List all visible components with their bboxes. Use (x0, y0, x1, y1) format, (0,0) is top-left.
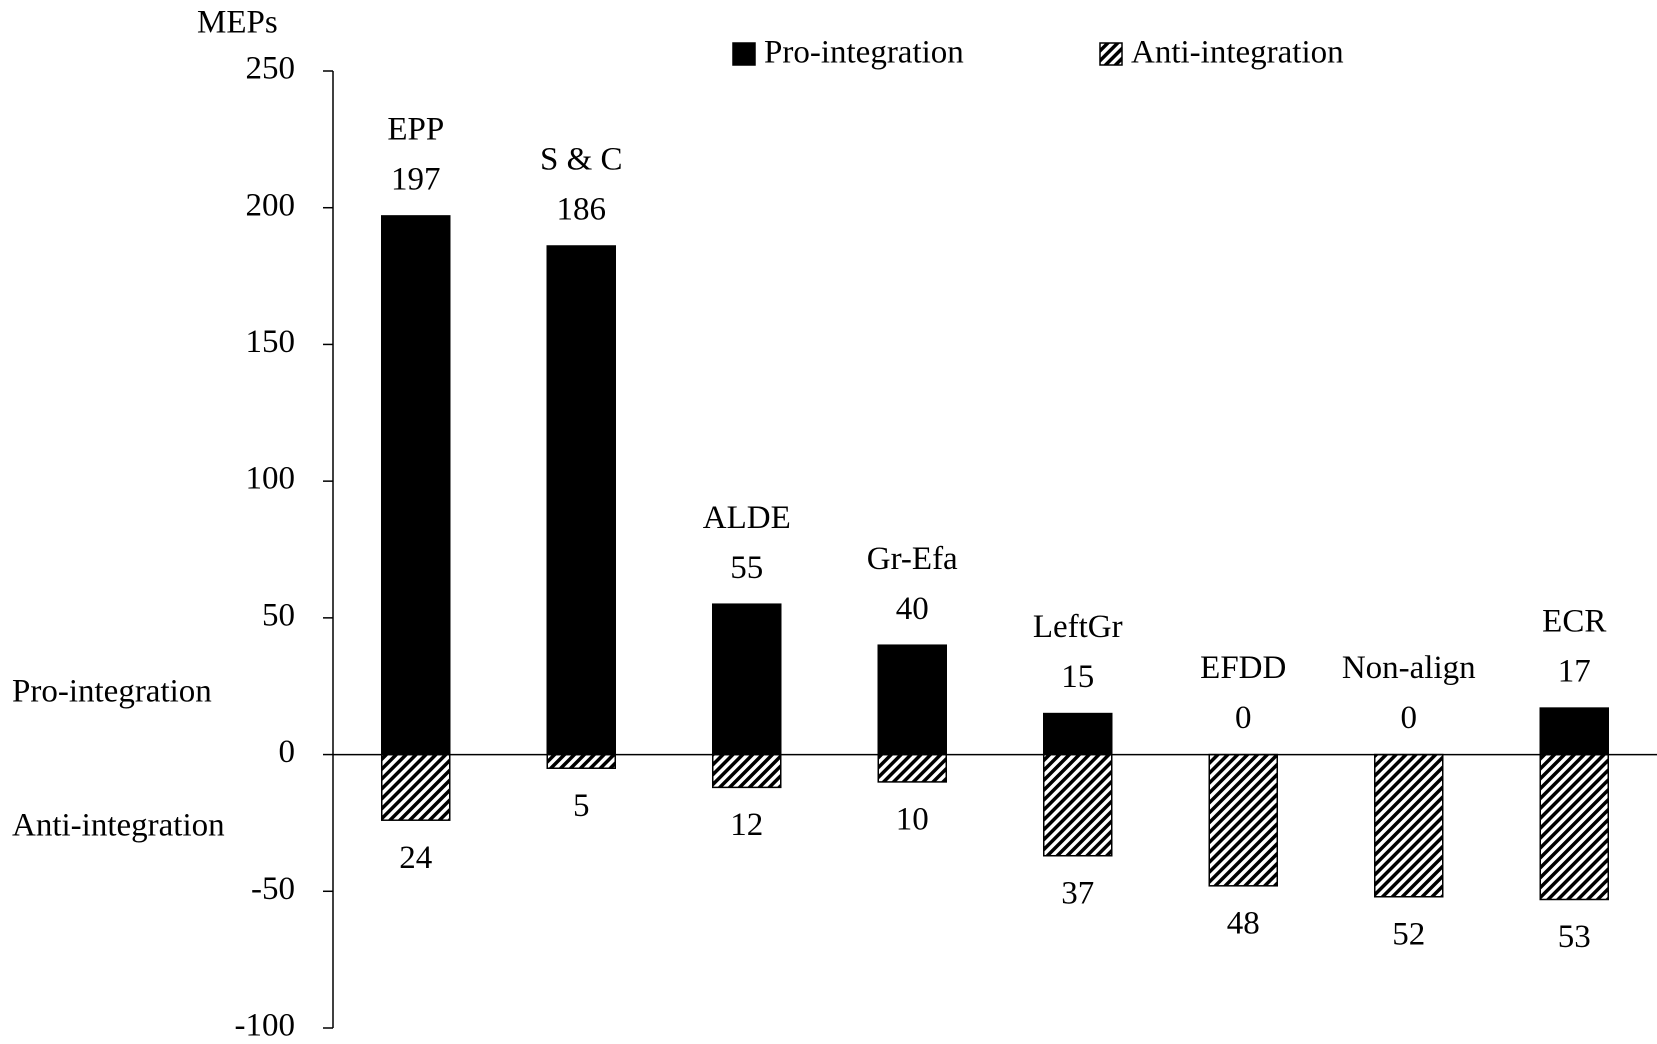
value-label: 0 (1235, 700, 1252, 736)
y-tick-label: 0 (279, 734, 296, 770)
category-label: EFDD (1200, 650, 1286, 686)
bar (1043, 753, 1113, 857)
bar (1208, 753, 1278, 887)
bar (381, 753, 451, 821)
value-label: 37 (1061, 875, 1094, 911)
category-label: Gr-Efa (867, 541, 958, 577)
legend-swatch (1099, 42, 1123, 66)
bar (877, 753, 947, 783)
category-label: EPP (387, 111, 444, 147)
category-label: Non-align (1342, 650, 1476, 686)
bar (1374, 753, 1444, 898)
value-label: 12 (730, 807, 763, 843)
y-tick-label: 50 (262, 597, 295, 633)
value-label: 24 (399, 840, 432, 876)
bar (1539, 707, 1609, 756)
bar (877, 644, 947, 756)
bar (712, 753, 782, 789)
category-label: LeftGr (1033, 609, 1123, 645)
category-label: ALDE (703, 500, 791, 536)
value-label: 197 (391, 161, 441, 197)
value-label: 55 (730, 550, 763, 586)
value-label: 186 (557, 192, 607, 228)
value-label: 52 (1392, 916, 1425, 952)
value-label: 0 (1401, 700, 1418, 736)
y-tick-label: 150 (246, 324, 296, 360)
value-label: 15 (1061, 659, 1094, 695)
y-tick-label: 250 (246, 51, 296, 87)
bar (546, 245, 616, 756)
bar (546, 753, 616, 769)
value-label: 48 (1227, 905, 1260, 941)
value-label: 53 (1558, 919, 1591, 955)
bar (381, 215, 451, 756)
y-tick-label: -50 (251, 871, 295, 907)
y-tick-label: 200 (246, 187, 296, 223)
annotation: Pro-integration (12, 674, 212, 710)
bar (712, 603, 782, 756)
category-label: S & C (540, 142, 623, 178)
value-label: 40 (896, 591, 929, 627)
category-label: ECR (1542, 604, 1606, 640)
legend-label: Anti-integration (1131, 35, 1344, 71)
y-tick-label: 100 (246, 461, 296, 497)
value-label: 17 (1558, 654, 1591, 690)
legend-label: Pro-integration (764, 35, 964, 71)
legend-swatch (732, 42, 756, 66)
value-label: 10 (896, 801, 929, 837)
y-axis-label: MEPs (197, 5, 278, 41)
value-label: 5 (573, 788, 590, 824)
bar (1043, 712, 1113, 756)
y-tick-label: -100 (235, 1008, 296, 1044)
bar (1539, 753, 1609, 901)
annotation: Anti-integration (12, 808, 225, 844)
